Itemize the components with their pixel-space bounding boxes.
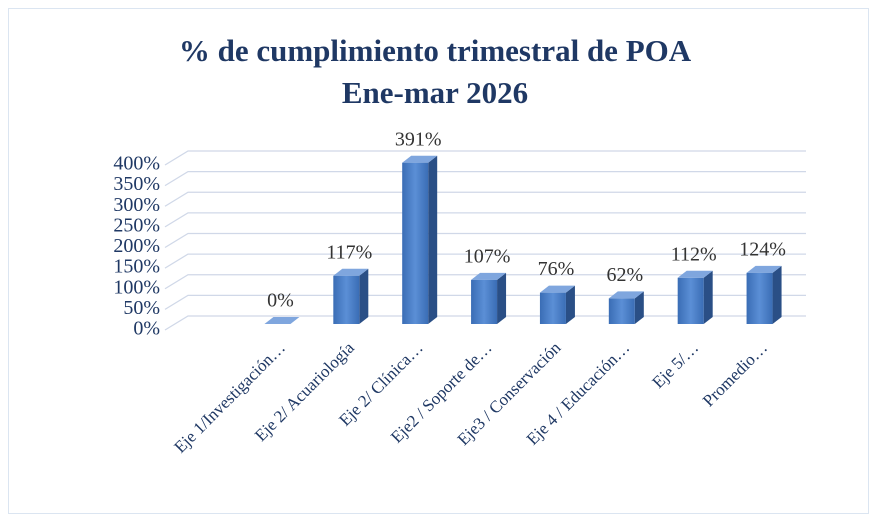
bar-face [471, 272, 507, 280]
data-label: 107% [464, 245, 511, 267]
data-label: 112% [671, 243, 717, 265]
bar [471, 272, 507, 324]
grid-line [164, 315, 806, 331]
y-tick-label: 200% [113, 235, 160, 257]
x-tick-label: Eje 5/… [648, 338, 702, 392]
bar [333, 268, 369, 324]
y-tick-label: 400% [113, 153, 160, 175]
grid-line [164, 212, 806, 228]
bar [402, 155, 438, 324]
bar-face [333, 275, 360, 324]
chart-title: % de cumplimiento trimestral de POA [179, 33, 692, 68]
y-tick-label: 100% [113, 276, 160, 298]
bar-face [471, 279, 498, 324]
bar-face [428, 155, 438, 324]
bar-face [565, 285, 575, 324]
bar-face [333, 268, 369, 276]
bar-face [746, 272, 773, 324]
y-tick-label: 300% [113, 194, 160, 216]
x-tick-label: Promedio… [699, 338, 771, 410]
grid-line [164, 253, 806, 269]
data-label: 76% [538, 258, 575, 280]
bar [677, 270, 713, 324]
grid-line [164, 294, 806, 310]
chart-subtitle: Ene-mar 2026 [342, 75, 528, 110]
bar-face [539, 292, 566, 324]
bar-face [497, 272, 507, 324]
bar-face [703, 270, 713, 324]
bar-face [634, 291, 644, 324]
data-label: 62% [606, 264, 643, 286]
y-tick-label: 0% [133, 318, 160, 340]
bar [539, 285, 575, 324]
data-label: 117% [326, 241, 372, 263]
chart-border [8, 8, 869, 514]
bar-face [772, 265, 782, 324]
bar-face [677, 277, 704, 324]
y-tick-label: 350% [113, 173, 160, 195]
y-tick-label: 150% [113, 256, 160, 278]
bar-face [539, 285, 575, 293]
bar-face [402, 162, 429, 324]
bar-face [677, 270, 713, 278]
data-label: 124% [739, 238, 786, 260]
grid-line [164, 170, 806, 187]
bar [746, 265, 782, 324]
data-label: 391% [395, 128, 442, 150]
bar-face [264, 317, 300, 324]
grid-line [164, 150, 806, 166]
y-tick-label: 50% [123, 297, 160, 319]
data-label: 0% [267, 290, 294, 312]
bar-face [402, 155, 438, 163]
x-tick-label: Eje 1/Investigación… [170, 338, 289, 457]
bar [264, 317, 300, 324]
bar-face [359, 268, 369, 324]
bar-face [608, 298, 635, 324]
bar-face [746, 265, 782, 273]
y-tick-label: 250% [113, 214, 160, 236]
grid-line [164, 274, 806, 290]
bar-face [608, 291, 644, 299]
grid-line [164, 191, 806, 207]
grid-line [164, 232, 806, 249]
bar [608, 291, 644, 324]
